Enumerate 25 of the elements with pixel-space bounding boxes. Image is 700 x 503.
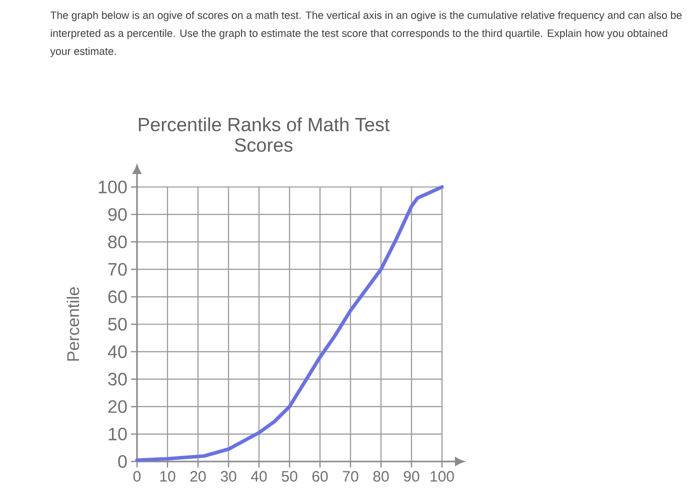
x-tick-label: 10: [160, 471, 176, 482]
x-tick-label: 50: [282, 471, 298, 482]
y-tick-label: 100: [98, 180, 127, 194]
y-tick-label: 40: [108, 345, 127, 358]
x-tick-label: 80: [373, 471, 389, 482]
x-tick-label: 40: [251, 471, 267, 482]
x-tick-label: 70: [342, 471, 358, 482]
y-tick-label: 80: [108, 236, 127, 248]
x-tick-label: 20: [190, 471, 206, 482]
x-tick-label: 0: [133, 471, 141, 482]
x-tick-label: 90: [404, 471, 420, 482]
y-tick-label: 30: [108, 372, 127, 386]
chart-title: Percentile Ranks of Math Test Scores: [138, 117, 390, 152]
x-tick-label: 30: [220, 471, 236, 482]
y-tick-label: 50: [108, 318, 127, 331]
y-tick-label: 20: [108, 400, 127, 413]
y-tick-label: 0: [118, 455, 127, 468]
x-tick-label: 100: [430, 471, 454, 482]
text: The graph below is an ogive of scores on a math test. The vertical axis in an ogive is the cumulative relative frequency and can also be interpreted as a percentile. Use the graph to estimate the test score that corresponds to the third quartile. Explain how you obtained your estimate.: [50, 11, 682, 58]
y-tick-label: 90: [108, 208, 127, 221]
y-axis-title: Percentile: [66, 287, 80, 361]
y-tick-label: 70: [108, 262, 127, 276]
y-tick-label: 10: [108, 428, 127, 440]
x-tick-label: 60: [312, 471, 328, 482]
y-tick-label: 60: [108, 290, 127, 304]
